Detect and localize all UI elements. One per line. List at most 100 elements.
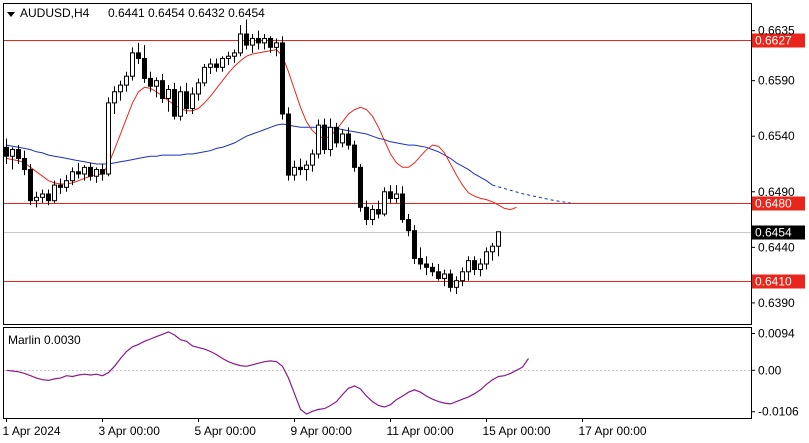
candle[interactable]: [256, 30, 261, 50]
candle[interactable]: [412, 225, 417, 264]
candle[interactable]: [52, 180, 57, 203]
candle[interactable]: [220, 56, 225, 72]
candle[interactable]: [286, 107, 291, 181]
candle[interactable]: [16, 145, 21, 164]
candle[interactable]: [310, 149, 315, 172]
candle[interactable]: [472, 256, 477, 276]
candle[interactable]: [178, 86, 183, 121]
collapse-triangle-icon[interactable]: [7, 12, 15, 17]
candle[interactable]: [82, 165, 87, 181]
candle[interactable]: [58, 178, 63, 194]
candle[interactable]: [94, 167, 99, 183]
candle[interactable]: [244, 19, 249, 50]
candle[interactable]: [388, 185, 393, 203]
candle[interactable]: [202, 64, 207, 87]
candle[interactable]: [238, 25, 243, 57]
bull-candle-body: [130, 52, 135, 77]
level-price-label: 0.6627: [755, 34, 792, 48]
candle[interactable]: [430, 262, 435, 277]
candle[interactable]: [28, 164, 33, 206]
candle[interactable]: [274, 38, 279, 57]
candle[interactable]: [142, 45, 147, 83]
current-price-tag: [752, 225, 805, 240]
price-tick-label: 0.6440: [758, 240, 795, 254]
candle[interactable]: [376, 200, 381, 219]
bear-candle-body: [142, 57, 147, 79]
candle[interactable]: [328, 118, 333, 157]
candle[interactable]: [436, 264, 441, 281]
candle[interactable]: [124, 71, 129, 92]
candle[interactable]: [466, 256, 471, 281]
candle[interactable]: [136, 42, 141, 64]
bull-candle-body: [340, 133, 345, 144]
candle[interactable]: [160, 74, 165, 103]
candle[interactable]: [424, 256, 429, 276]
candle[interactable]: [340, 129, 345, 148]
bull-candle-body: [478, 263, 483, 271]
candle[interactable]: [40, 189, 45, 203]
candle[interactable]: [382, 187, 387, 217]
price-tick-label: 0.6390: [758, 296, 795, 310]
candle[interactable]: [64, 175, 69, 192]
candle[interactable]: [148, 71, 153, 92]
candle[interactable]: [22, 150, 27, 176]
candle[interactable]: [118, 80, 123, 101]
candle[interactable]: [100, 164, 105, 181]
candle[interactable]: [76, 162, 81, 179]
candle[interactable]: [394, 185, 399, 203]
candle[interactable]: [346, 127, 351, 150]
candle[interactable]: [460, 267, 465, 287]
ohlc-label: 0.6441 0.6454 0.6432 0.6454: [108, 6, 265, 20]
candle[interactable]: [490, 242, 495, 261]
candle[interactable]: [130, 47, 135, 81]
candle[interactable]: [442, 269, 447, 287]
candle[interactable]: [208, 58, 213, 74]
candle[interactable]: [250, 34, 255, 53]
candle[interactable]: [184, 82, 189, 114]
bear-candle-body: [376, 209, 381, 215]
bull-candle-body: [202, 66, 207, 84]
candle[interactable]: [406, 214, 411, 237]
candle[interactable]: [292, 160, 297, 181]
candle[interactable]: [400, 186, 405, 223]
candle[interactable]: [106, 97, 111, 177]
candle[interactable]: [304, 160, 309, 181]
candle[interactable]: [322, 118, 327, 154]
candle[interactable]: [280, 36, 285, 120]
candle[interactable]: [166, 85, 171, 112]
candle[interactable]: [190, 87, 195, 114]
candle[interactable]: [370, 205, 375, 226]
candle[interactable]: [154, 77, 159, 98]
candle[interactable]: [352, 140, 357, 172]
indicator-title: Marlin 0.0030: [8, 333, 81, 347]
candle[interactable]: [484, 247, 489, 270]
candle[interactable]: [418, 247, 423, 270]
candle[interactable]: [70, 167, 75, 186]
candle[interactable]: [112, 86, 117, 114]
candle[interactable]: [46, 189, 51, 206]
candle[interactable]: [4, 138, 9, 164]
candle[interactable]: [196, 78, 201, 101]
candle[interactable]: [88, 162, 93, 181]
bear-candle-body: [136, 52, 141, 59]
candle[interactable]: [262, 34, 267, 50]
candle[interactable]: [232, 49, 237, 63]
candle[interactable]: [316, 119, 321, 159]
candle[interactable]: [298, 158, 303, 176]
candle[interactable]: [10, 147, 15, 170]
candle[interactable]: [214, 58, 219, 72]
candle[interactable]: [34, 191, 39, 208]
candle[interactable]: [478, 258, 483, 277]
candle[interactable]: [334, 122, 339, 148]
candle[interactable]: [448, 269, 453, 292]
candle[interactable]: [454, 276, 459, 294]
candle[interactable]: [226, 51, 231, 66]
candle[interactable]: [268, 36, 273, 53]
candle[interactable]: [496, 231, 501, 257]
bull-candle-body: [232, 52, 237, 57]
candle[interactable]: [172, 82, 177, 120]
candle[interactable]: [358, 164, 363, 212]
candle[interactable]: [364, 200, 369, 226]
bull-candle-body: [64, 180, 69, 188]
